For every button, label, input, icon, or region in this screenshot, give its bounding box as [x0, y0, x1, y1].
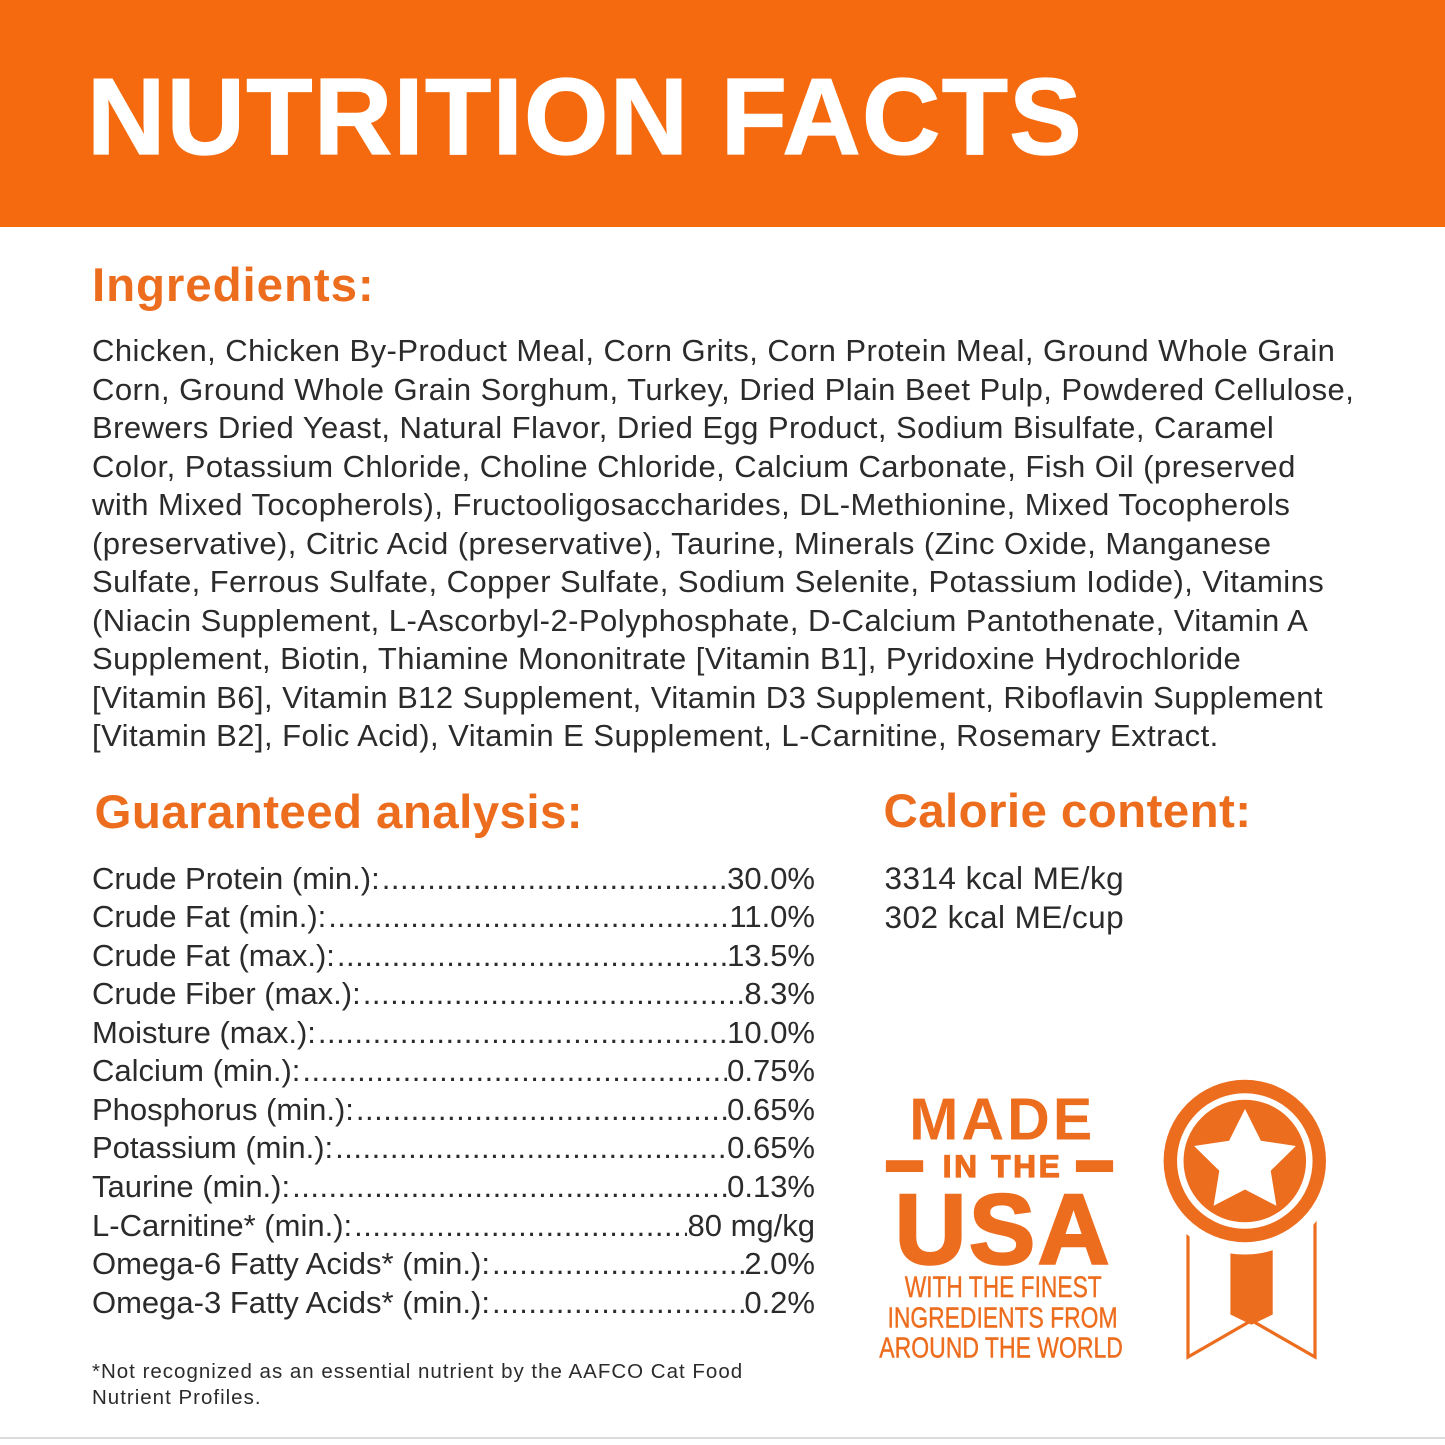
svg-text:USA: USA [895, 1175, 1110, 1286]
svg-text:AROUND THE WORLD: AROUND THE WORLD [879, 1332, 1123, 1364]
svg-text:WITH THE FINEST: WITH THE FINEST [905, 1271, 1102, 1304]
svg-text:INGREDIENTS FROM: INGREDIENTS FROM [888, 1302, 1118, 1334]
svg-text:MADE: MADE [909, 1087, 1092, 1153]
svg-text:IN THE: IN THE [943, 1149, 1060, 1184]
